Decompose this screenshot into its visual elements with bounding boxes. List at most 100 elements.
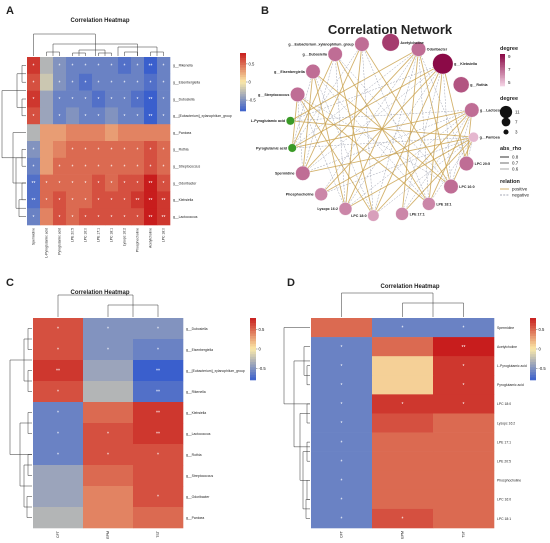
heatmap-cell [79, 90, 93, 108]
significance-label: * [150, 164, 152, 170]
positive-edge [334, 53, 430, 205]
significance-label: * [98, 215, 100, 221]
significance-label: ** [149, 97, 153, 103]
relation-legend-title: relation [500, 179, 521, 185]
legend-gradient-step [240, 65, 246, 68]
legend-gradient-step [530, 367, 536, 370]
heatmap-title: Correlation Heatmap [380, 284, 439, 290]
significance-label: * [124, 148, 126, 154]
significance-label: * [72, 64, 74, 70]
legend-gradient-step [530, 318, 536, 321]
negative-edge [361, 43, 430, 204]
network-node-label: g__Klebsiella [454, 62, 478, 66]
panel-d: Correlation Heatmap* ** *** ** ** * ******* *Sp… [283, 284, 547, 539]
legend-tick-label: -0.5 [249, 98, 257, 103]
significance-label: * [33, 148, 35, 154]
heatmap-cell [27, 208, 41, 226]
significance-label: * [463, 402, 465, 408]
row-label: g__Dubosiella [173, 97, 195, 101]
significance-label: ** [462, 345, 466, 351]
significance-label: * [33, 97, 35, 103]
significance-label: * [59, 164, 61, 170]
degree-gradient-step [500, 66, 505, 69]
legend-gradient-step [240, 72, 246, 76]
heatmap-cell [92, 90, 106, 108]
degree-gradient-step [500, 70, 505, 72]
dendrogram-branch [33, 33, 96, 56]
positive-edge [291, 94, 299, 149]
heatmap-cell [27, 124, 41, 142]
significance-label: * [57, 390, 59, 396]
significance-label: * [111, 198, 113, 204]
significance-label: * [33, 164, 35, 170]
significance-label: * [157, 453, 159, 459]
negative-edge [297, 94, 346, 209]
legend-tick-label: -0.5 [539, 366, 547, 371]
network-node [287, 143, 297, 153]
negative-edge [450, 109, 473, 187]
significance-label: ** [32, 198, 36, 204]
heatmap-cell [118, 157, 132, 175]
legend-gradient-step [250, 374, 256, 378]
network-node-label: g__Streptococcus [258, 93, 289, 97]
heatmap-cell [311, 470, 373, 491]
network-node [314, 187, 328, 201]
dendrogram-branch [57, 294, 134, 317]
heatmap-cell [53, 141, 67, 159]
legend-gradient-step [240, 94, 246, 97]
legend-gradient-step [240, 98, 246, 102]
heatmap-cell [83, 486, 134, 508]
heatmap-cell [131, 157, 145, 175]
degree-tick-label: 7 [508, 67, 511, 72]
legend-gradient-step [240, 106, 246, 109]
row-label: g__Rikenella [186, 390, 206, 394]
column-label: LPC 16:0 [84, 228, 88, 242]
network-node-label: Phosphocholine [286, 193, 314, 197]
significance-label: ** [156, 369, 160, 375]
significance-label: * [150, 80, 152, 86]
heatmap-cell [133, 486, 184, 508]
positive-edge [302, 136, 474, 174]
significance-label: * [137, 64, 139, 70]
heatmap-cell [105, 208, 119, 226]
column-label: EPM [401, 531, 405, 539]
legend-gradient-step [250, 343, 256, 347]
heatmap-cell [144, 90, 158, 108]
degree-gradient-step [500, 58, 505, 61]
heatmap-cell [157, 90, 171, 108]
heatmap-cell [27, 157, 41, 175]
degree-gradient-step [500, 55, 505, 58]
heatmap-cell [118, 107, 132, 125]
degree-size-swatch [503, 129, 509, 135]
degree-size-label: 11 [515, 110, 520, 115]
heatmap-cell [40, 90, 54, 108]
degree-gradient-step [500, 68, 505, 71]
legend-gradient-step [240, 79, 246, 83]
heatmap-cell [53, 57, 67, 75]
negative-edge [297, 94, 304, 174]
heatmap-cell [83, 507, 134, 529]
heatmap-cell [372, 413, 434, 433]
significance-label: ** [149, 114, 153, 120]
significance-label: * [163, 64, 165, 70]
legend-gradient-step [250, 361, 256, 365]
heatmap-cell [27, 141, 41, 159]
negative-edge [321, 136, 474, 195]
significance-label: * [85, 181, 87, 187]
negative-edge [334, 54, 346, 209]
heatmap-cell [92, 141, 106, 159]
significance-label: * [137, 148, 139, 154]
column-label: LPE 20:5 [71, 228, 75, 242]
legend-gradient-step [250, 354, 256, 358]
heatmap-cell [79, 208, 93, 226]
significance-label: * [111, 181, 113, 187]
network-node [432, 53, 454, 75]
network-node-label: LPC 16:0 [459, 185, 474, 189]
legend-gradient-step [250, 356, 256, 360]
panel-letter: D [287, 277, 295, 289]
negative-edge [302, 63, 443, 174]
column-label: LPC 18:1 [110, 228, 114, 242]
heatmap-cell [105, 107, 119, 125]
heatmap-cell [144, 73, 158, 91]
